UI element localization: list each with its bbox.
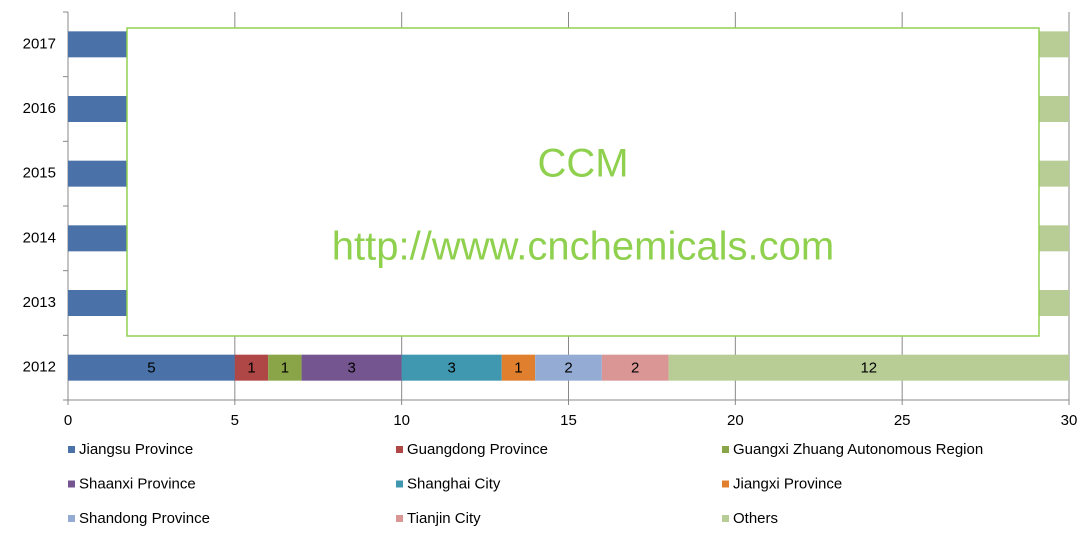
watermark-text: http://www.cnchemicals.com [332,225,834,269]
data-label: 1 [247,360,255,377]
data-label: 2 [631,360,639,377]
y-tick-label: 2016 [23,100,56,117]
bar-segment [234,354,269,381]
data-label: 1 [281,360,289,377]
legend-label: Tianjin City [407,510,481,527]
bar-segment [68,354,235,381]
legend-swatch [68,480,75,488]
bar-segment [668,354,1069,381]
legend-swatch [68,515,75,522]
legend-swatch [722,446,729,453]
legend-label: Shaanxi Province [79,475,196,492]
bar-segment [601,354,669,381]
bar-segment [501,354,536,381]
legend-swatch [68,446,75,453]
legend-swatch [722,480,729,488]
legend-label: Guangxi Zhuang Autonomous Region [733,441,983,458]
legend-swatch [396,515,403,522]
x-tick-label: 25 [894,412,911,429]
legend-swatch [396,480,403,488]
x-tick-label: 30 [1061,412,1078,429]
data-label: 1 [514,360,522,377]
data-label: 3 [347,360,355,377]
legend-label: Others [733,510,778,527]
x-tick-label: 5 [231,412,239,429]
x-tick-label: 10 [393,412,410,429]
legend-label: Shandong Province [79,510,210,527]
legend-label: Guangdong Province [407,441,548,458]
data-label: 3 [448,360,456,377]
legend-label: Jiangsu Province [79,441,193,458]
data-label: 2 [564,360,572,377]
y-tick-label: 2014 [23,229,56,246]
x-tick-label: 15 [560,412,577,429]
data-label: 5 [147,360,155,377]
legend-label: Jiangxi Province [733,475,842,492]
bar-segment [268,354,302,381]
y-tick-label: 2017 [23,35,56,52]
x-tick-label: 0 [64,412,72,429]
watermark-text: CCM [537,142,628,186]
data-label: 12 [860,360,877,377]
y-tick-label: 2012 [23,359,56,376]
y-tick-label: 2015 [23,165,56,182]
x-tick-label: 20 [727,412,744,429]
y-tick-label: 2013 [23,294,56,311]
bar-segment [401,354,502,381]
bar-segment [535,354,602,381]
legend-label: Shanghai City [407,475,501,492]
legend-swatch [722,515,729,522]
watermark-box [126,27,1040,337]
bar-segment [301,354,402,381]
legend-swatch [396,446,403,453]
